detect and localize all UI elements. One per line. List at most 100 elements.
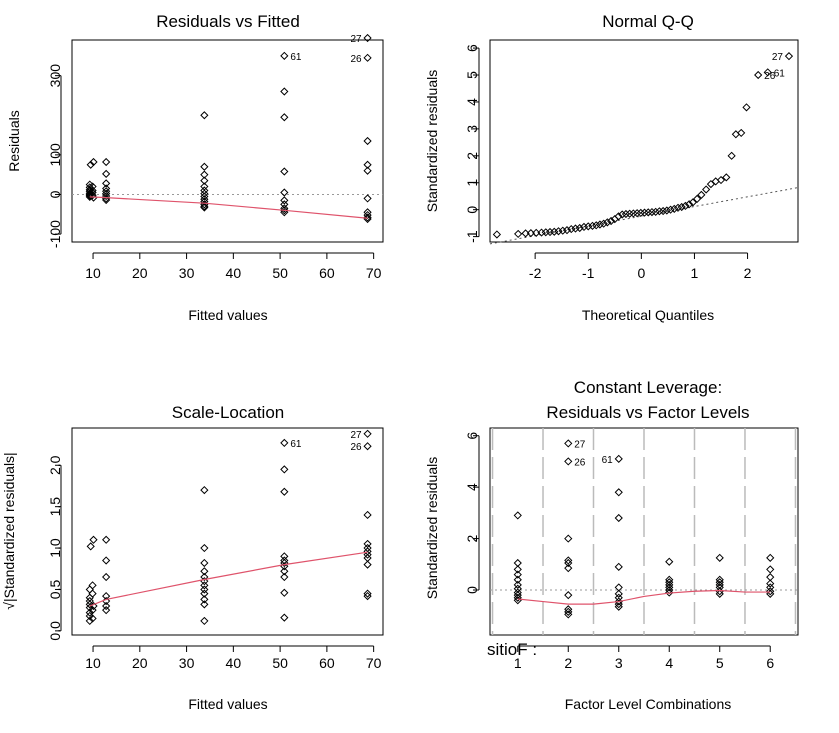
x-tick-label: 10	[85, 655, 101, 671]
data-point	[280, 558, 289, 568]
factor-name-label: sitioF :	[487, 640, 537, 659]
data-point	[363, 136, 372, 146]
data-point	[363, 591, 372, 601]
data-point	[766, 565, 775, 574]
data-point	[603, 218, 612, 227]
data-point	[564, 607, 573, 616]
data-point	[716, 175, 726, 185]
data-point	[280, 51, 289, 60]
data-point	[102, 184, 111, 193]
data-point	[200, 485, 209, 495]
x-tick-label: -2	[529, 265, 542, 281]
x-tick-label: 6	[766, 655, 774, 671]
data-point	[200, 162, 209, 171]
data-point	[88, 614, 97, 623]
data-point	[513, 575, 522, 584]
data-point	[280, 588, 289, 597]
data-point	[280, 113, 289, 122]
y-tick-label: 100	[47, 143, 63, 167]
data-point	[200, 203, 209, 212]
data-point	[681, 201, 690, 211]
data-point	[200, 202, 209, 211]
y-tick-label: 0	[464, 206, 480, 214]
data-point	[513, 570, 522, 579]
data-point	[514, 229, 523, 239]
data-point	[200, 186, 209, 195]
outlier-label: 26	[764, 71, 776, 82]
data-point	[280, 188, 289, 197]
data-point	[715, 575, 724, 584]
x-tick-label: 30	[179, 265, 195, 281]
data-point	[562, 226, 572, 235]
data-point	[280, 208, 289, 217]
data-point	[88, 186, 97, 195]
x-tick-label: 50	[272, 655, 288, 671]
x-tick-label: 40	[226, 265, 242, 281]
x-tick-label: 40	[226, 655, 242, 671]
data-point	[579, 222, 589, 232]
data-point	[702, 185, 711, 194]
outlier-label: 26	[574, 457, 586, 468]
data-point	[280, 567, 289, 576]
y-tick-label: 2	[464, 152, 480, 160]
data-point	[280, 200, 289, 209]
data-point	[715, 578, 724, 587]
x-tick-label: 2	[564, 655, 572, 671]
data-point	[629, 209, 638, 218]
y-tick-label: 300	[47, 64, 63, 88]
data-point	[85, 600, 94, 609]
data-point	[673, 203, 683, 212]
data-point	[102, 601, 111, 611]
data-point	[677, 202, 686, 212]
data-point	[280, 438, 289, 448]
plot-frame	[71, 39, 384, 243]
data-point	[754, 70, 763, 80]
y-tick-label: -100	[47, 220, 63, 248]
data-point	[363, 442, 372, 451]
outlier-label: 61	[290, 52, 302, 63]
data-point	[280, 487, 289, 496]
data-point	[722, 173, 731, 182]
data-point	[200, 189, 209, 198]
y-tick-label: 1.0	[47, 538, 63, 558]
data-point	[665, 578, 674, 587]
plot-frame	[71, 427, 384, 636]
data-point	[102, 179, 111, 188]
x-tick-label: 60	[319, 655, 335, 671]
outlier-label: 27	[350, 430, 362, 441]
x-tick-label: 70	[366, 265, 382, 281]
data-point	[200, 585, 209, 594]
data-point	[588, 221, 597, 230]
data-point	[86, 542, 95, 551]
data-point	[200, 558, 209, 568]
outlier-label: 26	[350, 442, 362, 453]
data-point	[280, 465, 289, 474]
data-point	[200, 197, 209, 206]
data-point	[665, 575, 674, 584]
data-point	[625, 209, 634, 218]
y-tick-label: 2	[464, 534, 480, 542]
data-point	[584, 222, 593, 231]
data-point	[621, 209, 631, 219]
y-axis-label: √|Standardized residuals|	[1, 452, 17, 609]
data-point	[513, 591, 522, 600]
y-tick-label: 0.0	[47, 621, 63, 641]
data-point	[665, 557, 674, 566]
data-point	[363, 194, 372, 203]
data-point	[85, 616, 94, 626]
axis-ticks: 10 20 30 40 50 60 70 -100 0 100 300	[47, 64, 382, 281]
data-point	[102, 606, 111, 615]
data-point	[200, 567, 209, 576]
y-tick-label: 5	[464, 71, 480, 79]
outlier-label: 61	[290, 439, 302, 450]
outlier-label: 27	[772, 52, 784, 63]
data-point	[575, 223, 584, 233]
data-point	[640, 208, 649, 217]
data-point	[200, 543, 209, 553]
data-point	[89, 157, 98, 167]
data-point	[492, 230, 502, 239]
y-tick-label: -1	[464, 230, 480, 243]
residuals-vs-factor-levels-panel: Constant Leverage: Residuals vs Factor L…	[424, 378, 799, 712]
data-point	[200, 111, 209, 120]
outlier-label: 27	[350, 34, 362, 45]
